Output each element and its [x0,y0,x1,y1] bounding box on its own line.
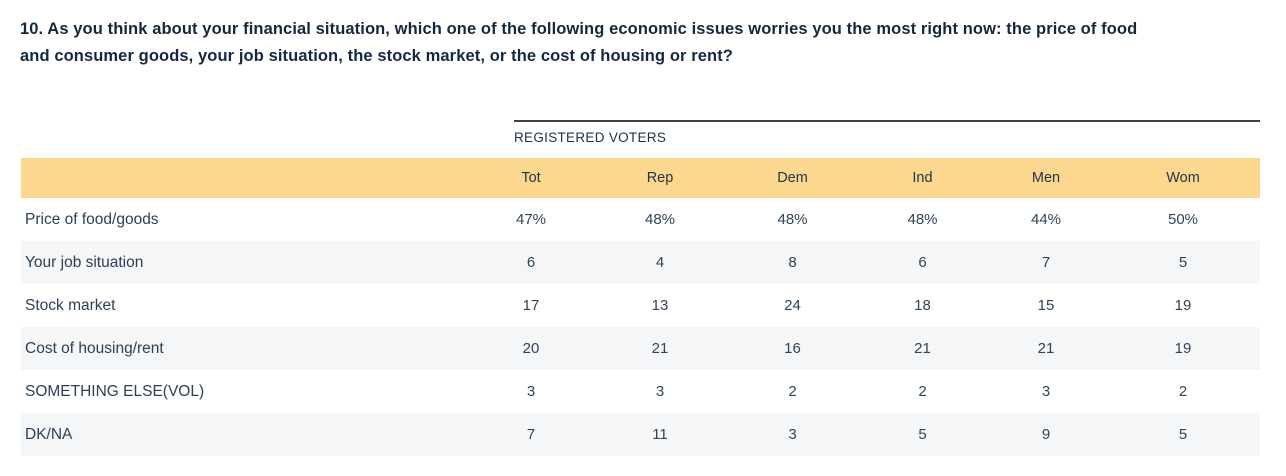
value-cell: 5 [1178,254,1188,271]
question-line-2: and consumer goods, your job situation, … [20,47,733,65]
value-cell: 3 [1041,383,1051,400]
value-cell: 2 [788,383,797,400]
value-cell: 6 [918,254,927,271]
value-cell: 2 [1178,383,1188,400]
value-cell: 24 [784,297,801,314]
table-row: Stock market 17 13 24 18 15 19 [21,284,1260,327]
value-cell: 48% [777,211,808,228]
table-row: Cost of housing/rent 20 21 16 21 21 19 [21,327,1260,370]
value-cell: 13 [651,297,669,314]
column-header-men: Men [1031,170,1061,186]
value-cell: 4 [655,254,665,271]
column-header-tot: Tot [521,170,541,186]
row-label: DK/NA [25,425,73,443]
question-text: 10. As you think about your financial si… [20,16,1137,70]
value-cell: 18 [914,297,931,314]
value-cell: 8 [788,254,797,271]
group-header-registered-voters: REGISTERED VOTERS [514,120,1260,145]
value-cell: 3 [655,383,665,400]
row-label: SOMETHING ELSE(VOL) [25,382,205,400]
value-cell: 3 [788,426,797,443]
column-header-rep: Rep [646,170,674,186]
value-cell: 17 [522,297,540,314]
row-label: Price of food/goods [25,210,159,228]
value-cell: 16 [784,340,801,357]
value-cell: 5 [918,426,927,443]
value-cell: 19 [1174,340,1192,357]
value-cell: 19 [1174,297,1192,314]
value-cell: 5 [1178,426,1188,443]
column-header-row: Tot Rep Dem Ind Men Wom [21,158,1260,198]
value-cell: 21 [651,340,669,357]
poll-results-table: REGISTERED VOTERS Tot Rep Dem Ind Men Wo… [21,120,1260,456]
value-cell: 9 [1041,426,1051,443]
value-cell: 20 [522,340,540,357]
table-row: SOMETHING ELSE(VOL) 3 3 2 2 3 2 [21,370,1260,413]
column-header-wom: Wom [1166,170,1200,186]
value-cell: 44% [1030,211,1062,228]
value-cell: 15 [1037,297,1055,314]
table-row: Your job situation 6 4 8 6 7 5 [21,241,1260,284]
row-label: Stock market [25,296,116,314]
value-cell: 7 [526,426,536,443]
value-cell: 48% [907,211,938,228]
row-label: Your job situation [25,253,144,271]
value-cell: 48% [644,211,676,228]
table-row: DK/NA 7 11 3 5 9 5 [21,413,1260,456]
value-cell: 2 [918,383,927,400]
value-cell: 21 [1037,340,1055,357]
value-cell: 50% [1167,211,1199,228]
value-cell: 6 [526,254,536,271]
value-cell: 7 [1041,254,1051,271]
value-cell: 47% [515,211,547,228]
question-line-1: 10. As you think about your financial si… [20,20,1138,38]
value-cell: 11 [652,426,668,443]
value-cell: 21 [914,340,931,357]
table-row: Price of food/goods 47% 48% 48% 48% 44% … [21,198,1260,241]
column-header-dem: Dem [777,170,808,186]
column-header-ind: Ind [912,170,933,186]
value-cell: 3 [526,383,536,400]
row-label: Cost of housing/rent [25,339,164,357]
